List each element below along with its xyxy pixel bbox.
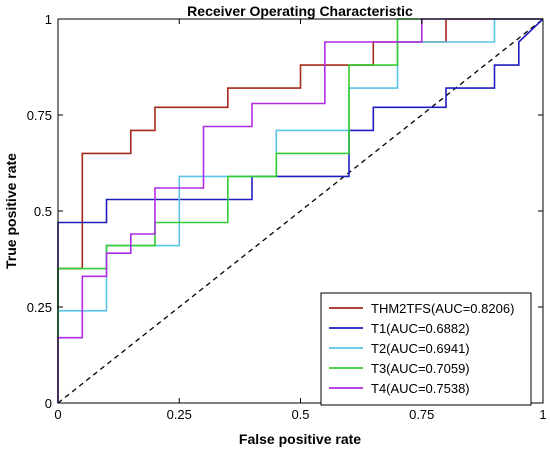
y-tick-label: 0 bbox=[45, 396, 52, 411]
legend-label: T4(AUC=0.7538) bbox=[371, 381, 470, 396]
x-tick-label: 1 bbox=[539, 407, 546, 422]
x-tick-label: 0.25 bbox=[167, 407, 192, 422]
legend-label: T1(AUC=0.6882) bbox=[371, 321, 470, 336]
x-tick-label: 0.5 bbox=[291, 407, 309, 422]
roc-curve-series-2 bbox=[57, 18, 544, 403]
x-axis-label: False positive rate bbox=[239, 431, 361, 447]
y-tick-label: 0.5 bbox=[34, 204, 52, 219]
y-tick-label: 0.25 bbox=[27, 300, 52, 315]
roc-curve-series-5 bbox=[57, 18, 543, 403]
legend: THM2TFS(AUC=0.8206) T1(AUC=0.6882) T2(AUC=… bbox=[320, 292, 532, 406]
x-tick-label: 0.75 bbox=[409, 407, 434, 422]
y-tick-label: 1 bbox=[45, 12, 52, 27]
axis-ticks: 0 0.25 0.5 0.75 1 0 0.25 0.5 0.75 1 bbox=[27, 12, 547, 422]
y-axis-label: True positive rate bbox=[3, 153, 19, 269]
chance-diagonal-line bbox=[57, 18, 544, 404]
x-tick-label: 0 bbox=[54, 407, 61, 422]
legend-label: T2(AUC=0.6941) bbox=[371, 341, 470, 356]
legend-label: T3(AUC=0.7059) bbox=[371, 361, 470, 376]
roc-curve-series-3 bbox=[57, 18, 543, 403]
plot-area bbox=[57, 18, 544, 404]
legend-box bbox=[320, 292, 532, 406]
y-tick-label: 0.75 bbox=[27, 108, 52, 123]
legend-label: THM2TFS(AUC=0.8206) bbox=[371, 301, 514, 316]
chart-title: Receiver Operating Characteristic bbox=[187, 3, 413, 19]
